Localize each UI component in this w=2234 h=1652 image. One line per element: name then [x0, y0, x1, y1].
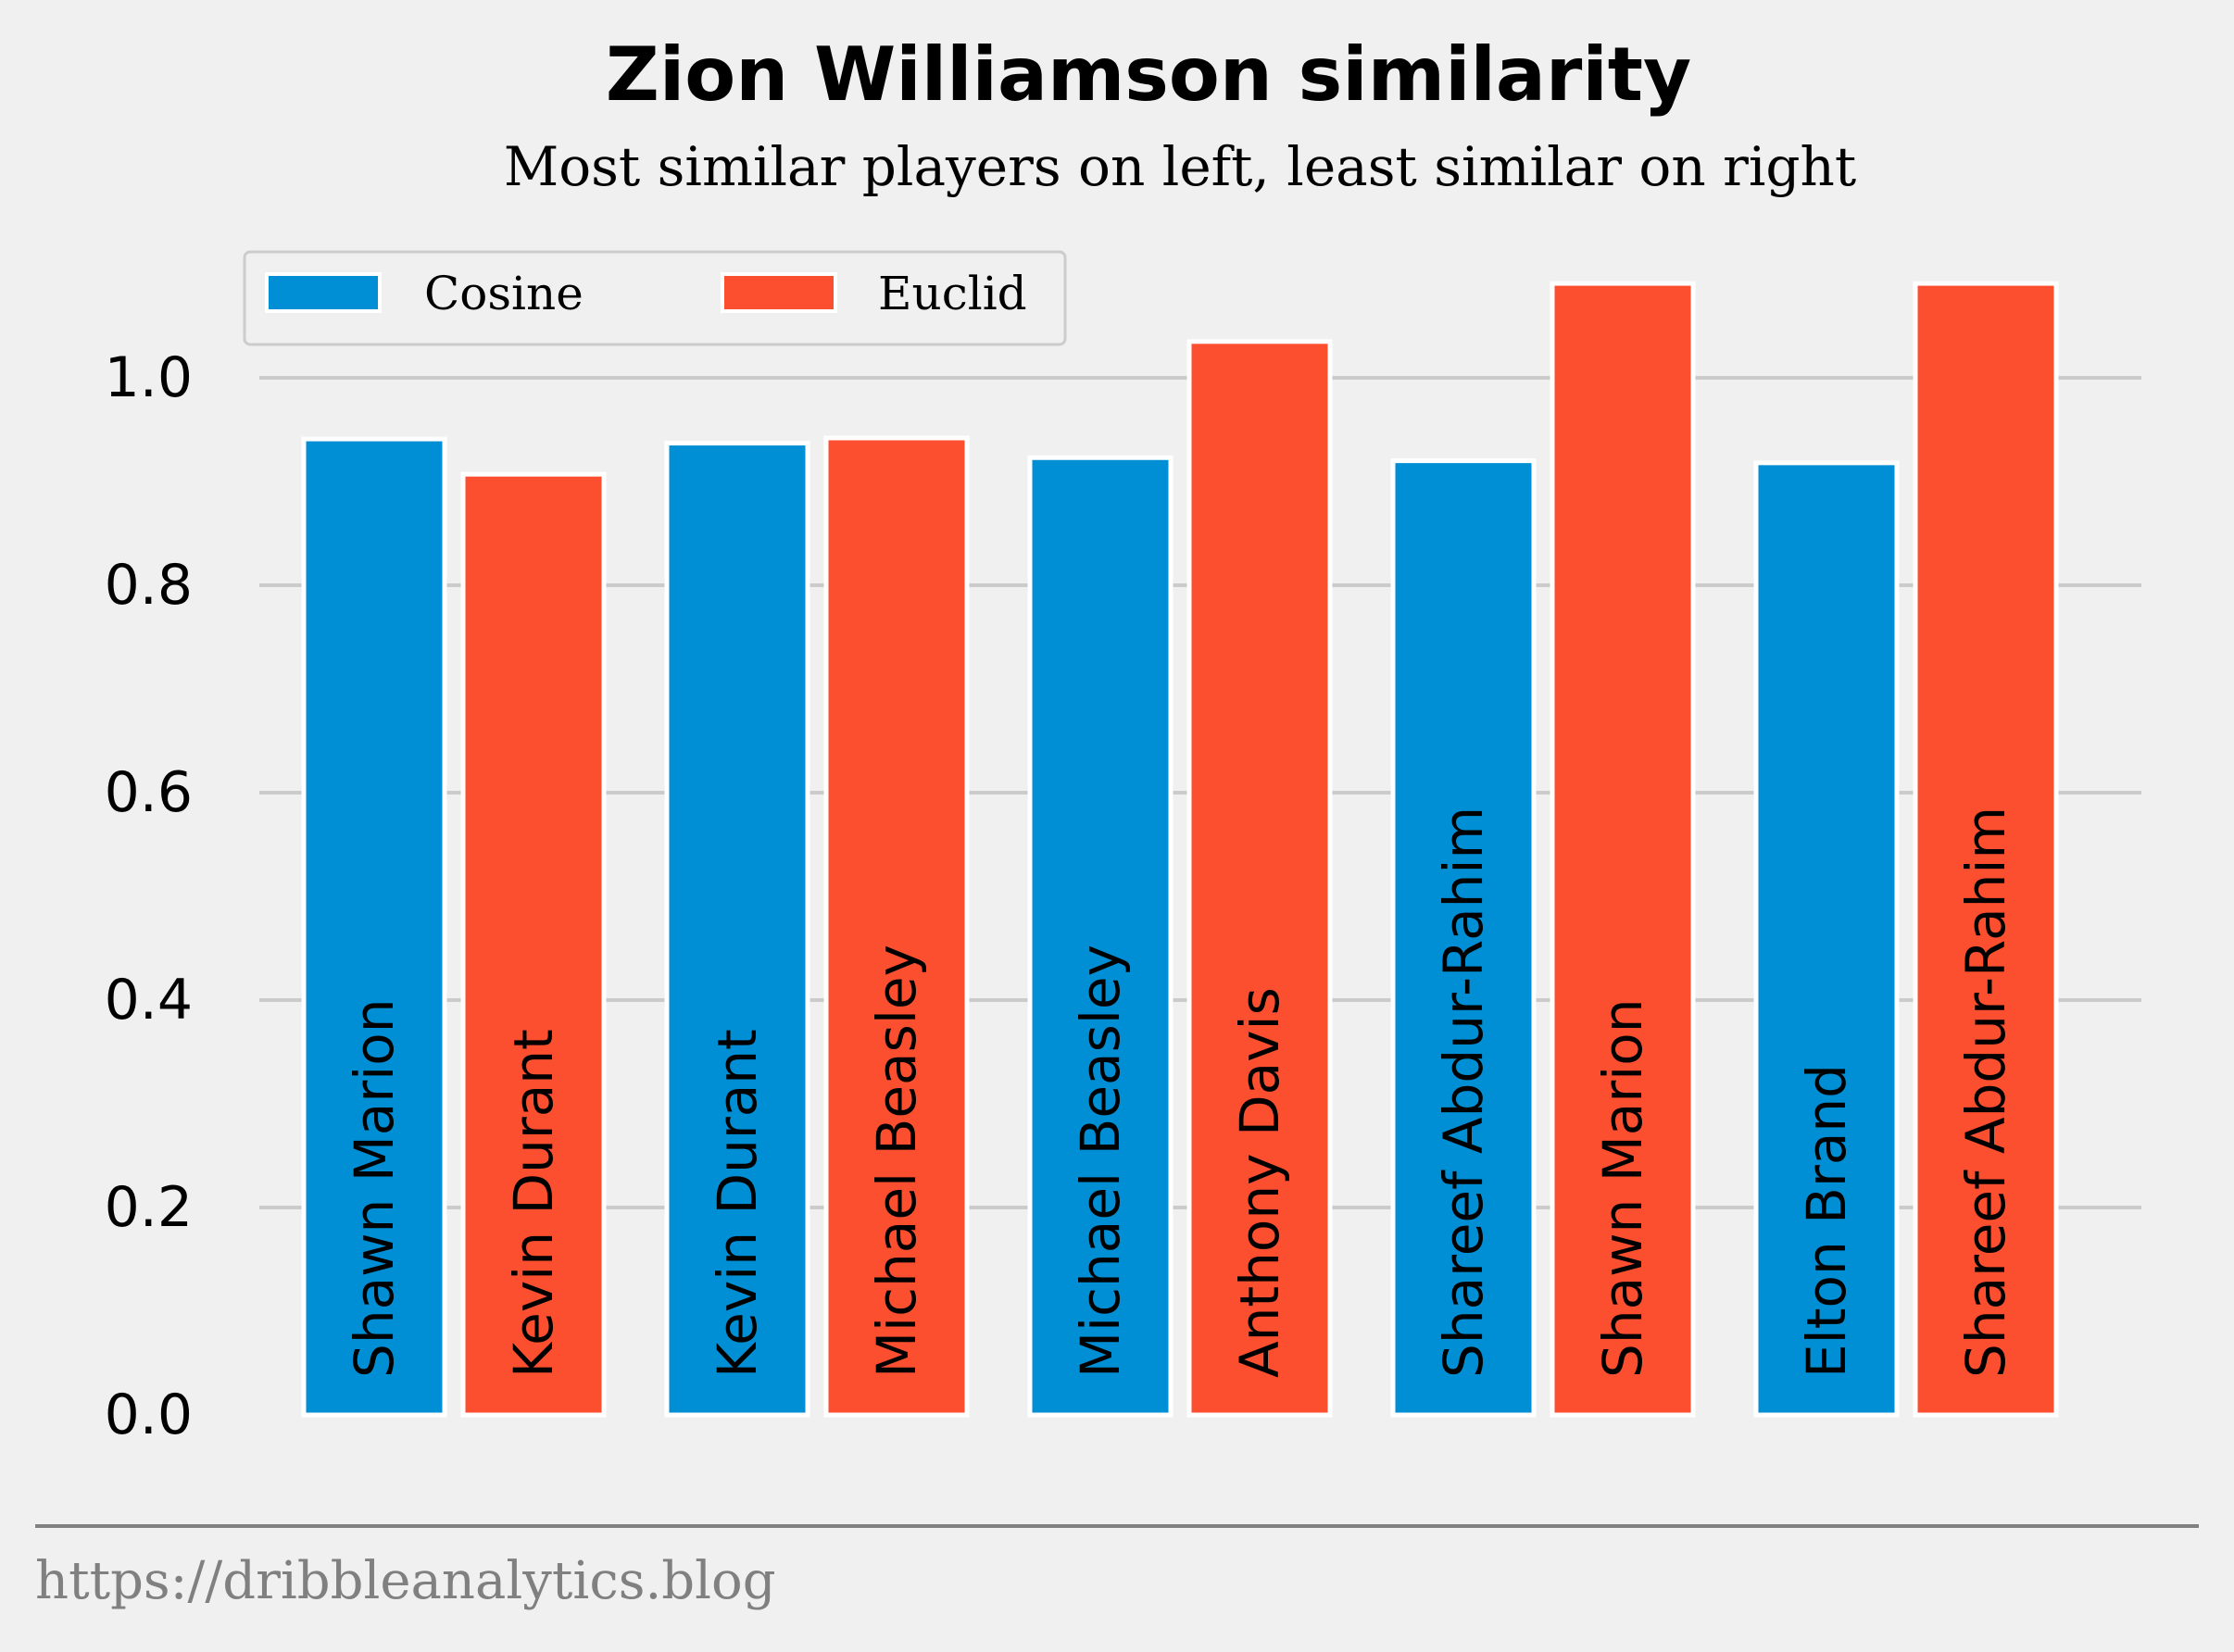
legend-label-cosine: Cosine: [424, 267, 584, 320]
bar-cosine: [301, 436, 447, 1418]
bar-label: Shawn Marion: [343, 998, 406, 1378]
bars: Shawn Marion Kevin Durant Kevin Durant Mich…: [301, 281, 2059, 1418]
y-tick-label: 0.8: [105, 553, 193, 618]
bar-cosine: [1390, 458, 1537, 1418]
bar-cosine: [664, 441, 810, 1418]
bar-cosine: [1027, 455, 1173, 1418]
bar-label: Michael Beasley: [865, 945, 928, 1378]
bar-label: Kevin Durant: [706, 1029, 769, 1378]
y-tick-label: 1.0: [105, 345, 193, 410]
bar-label: Anthony Davis: [1228, 987, 1291, 1378]
bar-label: Shawn Marion: [1591, 998, 1654, 1378]
legend-swatch-euclid: [721, 272, 837, 313]
legend-box: [243, 250, 1067, 346]
y-tick-label: 0.4: [105, 968, 193, 1032]
y-tick-label: 0.0: [105, 1383, 193, 1447]
chart-subtitle: Most similar players on left, least simi…: [504, 135, 1856, 198]
bar-label: Elton Brand: [1795, 1064, 1858, 1378]
footer-url: https://dribbleanalytics.blog: [35, 1551, 776, 1611]
bar-euclid: [823, 435, 970, 1418]
bar-cosine: [1753, 460, 1900, 1418]
bar-euclid: [1550, 281, 1696, 1418]
y-tick-label: 0.6: [105, 760, 193, 825]
bar-label: Michael Beasley: [1069, 945, 1132, 1378]
bar-euclid: [1913, 281, 2059, 1418]
bar-label: Shareef Abdur-Rahim: [1432, 807, 1495, 1378]
legend: Cosine Euclid: [243, 250, 1067, 346]
bar-label: Kevin Durant: [502, 1029, 565, 1378]
bar-euclid: [1186, 339, 1333, 1418]
chart-title: Zion Williamson similarity: [606, 31, 1691, 118]
y-axis: 0.0 0.2 0.4 0.6 0.8 1.0: [105, 345, 193, 1447]
bar-label: Shareef Abdur-Rahim: [1954, 807, 2017, 1378]
legend-swatch-cosine: [265, 272, 382, 313]
bar-euclid: [460, 471, 607, 1418]
y-tick-label: 0.2: [105, 1175, 193, 1240]
legend-label-euclid: Euclid: [878, 267, 1027, 320]
